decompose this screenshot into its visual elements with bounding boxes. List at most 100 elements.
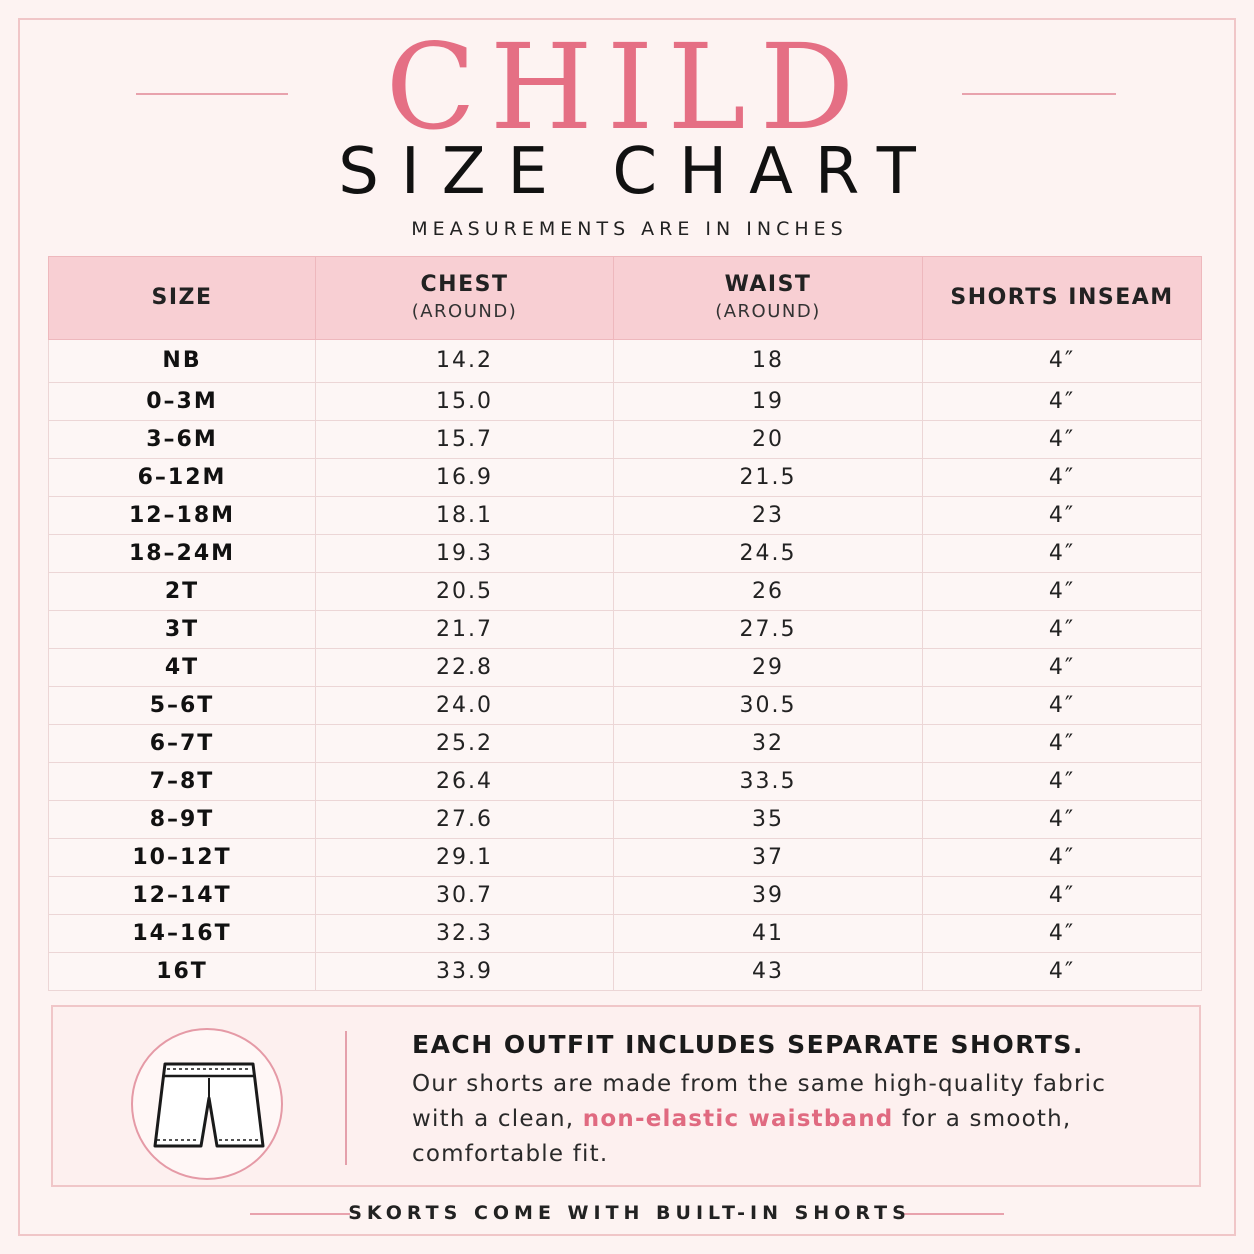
title-rule-right <box>962 93 1116 95</box>
cell-chest: 15.0 <box>315 382 614 421</box>
col-header-label: SIZE <box>151 285 213 310</box>
col-header-sublabel: (AROUND) <box>411 301 518 322</box>
table-row: 10–12T 29.1 37 4″ <box>48 838 1202 877</box>
cell-waist: 30.5 <box>613 686 923 725</box>
cell-shorts-inseam: 4″ <box>922 458 1202 497</box>
cell-shorts-inseam: 4″ <box>922 339 1202 383</box>
cell-size: 3T <box>48 610 316 649</box>
cell-chest: 25.2 <box>315 724 614 763</box>
cell-size: 10–12T <box>48 838 316 877</box>
table-row: 18–24M 19.3 24.5 4″ <box>48 534 1202 573</box>
table-row: 0–3M 15.0 19 4″ <box>48 382 1202 421</box>
cell-size: 12–18M <box>48 496 316 535</box>
table-row: 6–7T 25.2 32 4″ <box>48 724 1202 763</box>
table-row: 4T 22.8 29 4″ <box>48 648 1202 687</box>
cell-chest: 18.1 <box>315 496 614 535</box>
cell-waist: 39 <box>613 876 923 915</box>
cell-shorts-inseam: 4″ <box>922 724 1202 763</box>
footer-rule-left <box>250 1213 350 1215</box>
table-row: 14–16T 32.3 41 4″ <box>48 914 1202 953</box>
info-body-text-end: for a smooth, comfortable fit. <box>412 1106 1072 1167</box>
table-header-row: SIZE CHEST (AROUND) WAIST (AROUND) SHORT… <box>48 256 1202 340</box>
col-header-waist: WAIST (AROUND) <box>613 256 923 340</box>
table-row: 12–14T 30.7 39 4″ <box>48 876 1202 915</box>
cell-chest: 15.7 <box>315 420 614 459</box>
cell-shorts-inseam: 4″ <box>922 572 1202 611</box>
cell-waist: 23 <box>613 496 923 535</box>
cell-chest: 22.8 <box>315 648 614 687</box>
cell-waist: 43 <box>613 952 923 991</box>
cell-waist: 33.5 <box>613 762 923 801</box>
table-row: NB 14.2 18 4″ <box>48 339 1202 383</box>
cell-size: 16T <box>48 952 316 991</box>
cell-shorts-inseam: 4″ <box>922 800 1202 839</box>
cell-chest: 14.2 <box>315 339 614 383</box>
cell-size: 14–16T <box>48 914 316 953</box>
cell-shorts-inseam: 4″ <box>922 610 1202 649</box>
col-header-label: WAIST <box>724 272 812 297</box>
cell-size: NB <box>48 339 316 383</box>
col-header-chest: CHEST (AROUND) <box>315 256 614 340</box>
cell-chest: 29.1 <box>315 838 614 877</box>
cell-chest: 27.6 <box>315 800 614 839</box>
size-table: SIZE CHEST (AROUND) WAIST (AROUND) SHORT… <box>48 256 1202 991</box>
cell-chest: 19.3 <box>315 534 614 573</box>
cell-size: 8–9T <box>48 800 316 839</box>
cell-size: 0–3M <box>48 382 316 421</box>
table-row: 2T 20.5 26 4″ <box>48 572 1202 611</box>
cell-chest: 26.4 <box>315 762 614 801</box>
cell-waist: 35 <box>613 800 923 839</box>
cell-size: 4T <box>48 648 316 687</box>
cell-waist: 29 <box>613 648 923 687</box>
cell-size: 3–6M <box>48 420 316 459</box>
cell-size: 6–7T <box>48 724 316 763</box>
info-body-highlight: non-elastic waistband <box>582 1106 894 1132</box>
footer-note: SKORTS COME WITH BUILT-IN SHORTS <box>348 1202 911 1224</box>
cell-shorts-inseam: 4″ <box>922 420 1202 459</box>
cell-waist: 37 <box>613 838 923 877</box>
info-heading: EACH OUTFIT INCLUDES SEPARATE SHORTS. <box>412 1030 1084 1059</box>
cell-shorts-inseam: 4″ <box>922 952 1202 991</box>
cell-size: 5–6T <box>48 686 316 725</box>
col-header-label: CHEST <box>420 272 509 297</box>
table-row: 6–12M 16.9 21.5 4″ <box>48 458 1202 497</box>
cell-waist: 21.5 <box>613 458 923 497</box>
shorts-icon <box>153 1062 265 1148</box>
cell-shorts-inseam: 4″ <box>922 686 1202 725</box>
cell-waist: 41 <box>613 914 923 953</box>
cell-shorts-inseam: 4″ <box>922 762 1202 801</box>
cell-shorts-inseam: 4″ <box>922 914 1202 953</box>
table-row: 3–6M 15.7 20 4″ <box>48 420 1202 459</box>
cell-chest: 24.0 <box>315 686 614 725</box>
cell-waist: 26 <box>613 572 923 611</box>
col-header-shorts-inseam: SHORTS INSEAM <box>922 256 1202 340</box>
cell-chest: 30.7 <box>315 876 614 915</box>
table-row: 12–18M 18.1 23 4″ <box>48 496 1202 535</box>
page-frame <box>18 18 1236 1236</box>
table-row: 7–8T 26.4 33.5 4″ <box>48 762 1202 801</box>
cell-chest: 16.9 <box>315 458 614 497</box>
table-row: 3T 21.7 27.5 4″ <box>48 610 1202 649</box>
cell-size: 7–8T <box>48 762 316 801</box>
cell-size: 6–12M <box>48 458 316 497</box>
info-body-text: Our shorts are made from the same high-q… <box>412 1071 1107 1132</box>
cell-chest: 21.7 <box>315 610 614 649</box>
info-divider <box>345 1031 347 1165</box>
footer-rule-right <box>903 1213 1004 1215</box>
cell-size: 12–14T <box>48 876 316 915</box>
title-size-chart: SIZE CHART <box>338 135 938 209</box>
subtitle-units: MEASUREMENTS ARE IN INCHES <box>411 218 848 240</box>
cell-shorts-inseam: 4″ <box>922 876 1202 915</box>
cell-chest: 32.3 <box>315 914 614 953</box>
cell-size: 2T <box>48 572 316 611</box>
cell-waist: 24.5 <box>613 534 923 573</box>
cell-waist: 19 <box>613 382 923 421</box>
table-row: 16T 33.9 43 4″ <box>48 952 1202 991</box>
cell-waist: 18 <box>613 339 923 383</box>
table-row: 8–9T 27.6 35 4″ <box>48 800 1202 839</box>
cell-shorts-inseam: 4″ <box>922 496 1202 535</box>
info-body: Our shorts are made from the same high-q… <box>412 1067 1112 1172</box>
cell-chest: 33.9 <box>315 952 614 991</box>
cell-waist: 20 <box>613 420 923 459</box>
cell-chest: 20.5 <box>315 572 614 611</box>
